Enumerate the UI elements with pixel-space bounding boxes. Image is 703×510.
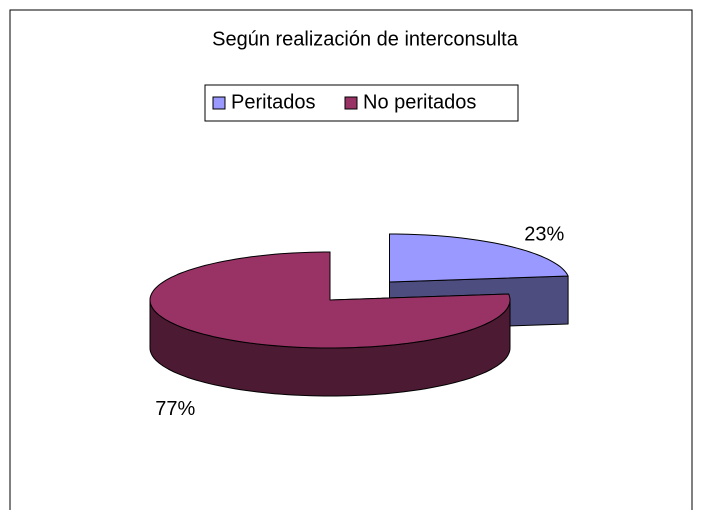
chart-title: Según realización de interconsulta [212, 28, 519, 50]
pie-slice [389, 233, 569, 331]
slice-top [389, 233, 569, 283]
legend-swatch [212, 96, 226, 110]
data-label: 77% [155, 398, 195, 420]
legend-label: Peritados [231, 91, 316, 113]
legend-box [204, 84, 519, 122]
legend-label: No peritados [363, 91, 476, 113]
slice-top [149, 251, 511, 349]
data-label: 23% [524, 223, 564, 245]
pie-slice [149, 251, 511, 397]
legend-swatch [344, 96, 358, 110]
